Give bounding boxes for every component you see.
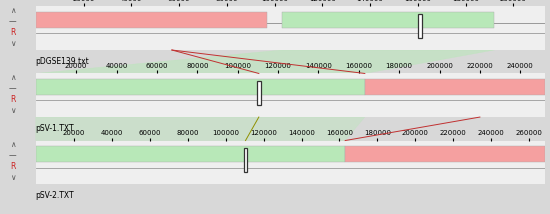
Text: ∨: ∨ <box>10 173 15 182</box>
Text: ∧: ∧ <box>10 73 15 82</box>
Bar <box>36 146 345 162</box>
Text: pDGSE139.txt: pDGSE139.txt <box>36 57 90 66</box>
Text: —: — <box>9 151 16 160</box>
Text: pSV-1.TXT: pSV-1.TXT <box>36 124 74 133</box>
Text: ∨: ∨ <box>10 106 15 115</box>
Bar <box>345 146 544 162</box>
Bar <box>257 81 261 105</box>
Text: R: R <box>10 28 15 37</box>
Bar <box>418 14 422 38</box>
Text: —: — <box>9 17 16 26</box>
Text: pSV-2.TXT: pSV-2.TXT <box>36 191 74 200</box>
Bar <box>244 148 247 172</box>
Bar <box>36 12 267 28</box>
Bar <box>365 79 544 95</box>
Text: R: R <box>10 95 15 104</box>
Bar <box>36 79 365 95</box>
Text: ∨: ∨ <box>10 39 15 48</box>
Text: —: — <box>9 84 16 93</box>
Text: ∧: ∧ <box>10 140 15 149</box>
Bar <box>282 12 494 28</box>
Text: ∧: ∧ <box>10 6 15 15</box>
Text: R: R <box>10 162 15 171</box>
